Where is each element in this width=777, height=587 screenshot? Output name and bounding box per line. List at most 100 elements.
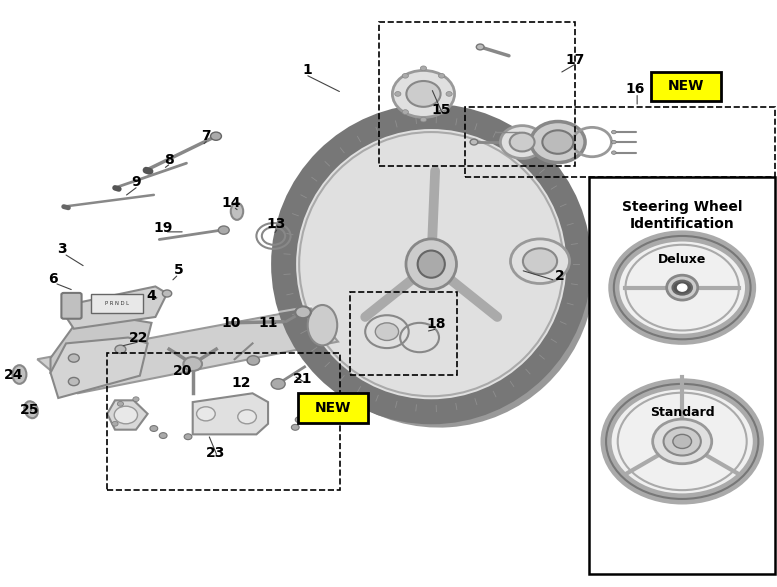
Bar xyxy=(350,292,457,375)
Circle shape xyxy=(653,419,712,464)
Circle shape xyxy=(365,315,409,348)
Polygon shape xyxy=(51,338,148,398)
Circle shape xyxy=(68,377,79,386)
Circle shape xyxy=(159,433,167,438)
Circle shape xyxy=(183,357,202,371)
Text: 14: 14 xyxy=(221,195,241,210)
Circle shape xyxy=(500,126,544,158)
Circle shape xyxy=(402,110,409,114)
Text: Steering Wheel
Identification: Steering Wheel Identification xyxy=(622,200,743,231)
Ellipse shape xyxy=(12,365,26,384)
Circle shape xyxy=(678,284,687,291)
Circle shape xyxy=(247,356,260,365)
Text: 18: 18 xyxy=(427,317,447,331)
Circle shape xyxy=(375,323,399,340)
Text: 2: 2 xyxy=(555,269,564,283)
Bar xyxy=(379,22,575,166)
Text: Standard: Standard xyxy=(650,406,715,419)
Circle shape xyxy=(611,140,616,144)
Text: 10: 10 xyxy=(222,316,241,330)
Text: 20: 20 xyxy=(173,364,192,378)
Text: 11: 11 xyxy=(258,316,278,330)
Ellipse shape xyxy=(308,305,337,345)
Text: 6: 6 xyxy=(48,272,57,286)
FancyBboxPatch shape xyxy=(91,294,143,313)
Circle shape xyxy=(438,73,444,78)
Circle shape xyxy=(184,434,192,440)
Circle shape xyxy=(611,130,616,134)
Circle shape xyxy=(438,110,444,114)
Ellipse shape xyxy=(418,251,444,278)
Polygon shape xyxy=(51,317,152,373)
Text: 7: 7 xyxy=(201,129,211,143)
Circle shape xyxy=(218,226,229,234)
Text: Deluxe: Deluxe xyxy=(658,253,706,266)
Circle shape xyxy=(614,236,751,339)
Circle shape xyxy=(295,417,303,423)
Ellipse shape xyxy=(673,281,692,295)
Ellipse shape xyxy=(231,203,243,220)
Polygon shape xyxy=(107,400,148,430)
Text: 22: 22 xyxy=(128,330,148,345)
Text: 4: 4 xyxy=(147,289,156,303)
Circle shape xyxy=(673,434,692,448)
Circle shape xyxy=(476,44,484,50)
Circle shape xyxy=(114,406,138,424)
FancyBboxPatch shape xyxy=(298,393,368,423)
Text: 19: 19 xyxy=(154,221,172,235)
Circle shape xyxy=(523,248,557,274)
Ellipse shape xyxy=(667,275,698,300)
Text: NEW: NEW xyxy=(668,79,704,93)
Ellipse shape xyxy=(406,239,457,289)
Circle shape xyxy=(402,73,409,78)
Circle shape xyxy=(664,427,701,456)
Ellipse shape xyxy=(24,402,38,418)
Bar xyxy=(465,107,775,177)
Polygon shape xyxy=(37,308,338,393)
Circle shape xyxy=(271,379,285,389)
Circle shape xyxy=(68,354,79,362)
Circle shape xyxy=(115,345,126,353)
Polygon shape xyxy=(193,393,268,434)
Circle shape xyxy=(611,151,616,154)
Circle shape xyxy=(392,70,455,117)
Text: 24: 24 xyxy=(4,367,24,382)
FancyBboxPatch shape xyxy=(61,293,82,319)
Circle shape xyxy=(133,397,139,402)
Text: P R N D L: P R N D L xyxy=(106,301,129,306)
Circle shape xyxy=(211,132,221,140)
Text: 8: 8 xyxy=(165,153,174,167)
Circle shape xyxy=(510,133,535,151)
Circle shape xyxy=(542,130,573,154)
Polygon shape xyxy=(66,286,167,329)
Text: 23: 23 xyxy=(207,446,225,460)
Circle shape xyxy=(197,407,215,421)
Text: 12: 12 xyxy=(231,376,251,390)
Circle shape xyxy=(150,426,158,431)
Circle shape xyxy=(238,410,256,424)
Text: 9: 9 xyxy=(131,175,141,189)
Text: 16: 16 xyxy=(626,82,645,96)
Text: 13: 13 xyxy=(267,217,285,231)
Ellipse shape xyxy=(284,117,579,411)
Text: 5: 5 xyxy=(174,263,183,277)
Circle shape xyxy=(291,424,299,430)
Circle shape xyxy=(446,92,452,96)
Circle shape xyxy=(606,384,758,499)
Circle shape xyxy=(420,66,427,70)
Circle shape xyxy=(112,421,118,426)
Text: 25: 25 xyxy=(19,403,40,417)
Circle shape xyxy=(295,306,311,318)
Circle shape xyxy=(470,139,478,145)
Circle shape xyxy=(117,402,124,406)
FancyBboxPatch shape xyxy=(651,72,721,101)
Text: NEW: NEW xyxy=(315,401,350,415)
Text: 17: 17 xyxy=(566,53,584,67)
Text: 15: 15 xyxy=(431,103,451,117)
Text: 21: 21 xyxy=(293,372,313,386)
Circle shape xyxy=(395,92,401,96)
Circle shape xyxy=(162,290,172,297)
Text: 1: 1 xyxy=(302,63,312,77)
Bar xyxy=(107,353,340,490)
Circle shape xyxy=(406,81,441,107)
